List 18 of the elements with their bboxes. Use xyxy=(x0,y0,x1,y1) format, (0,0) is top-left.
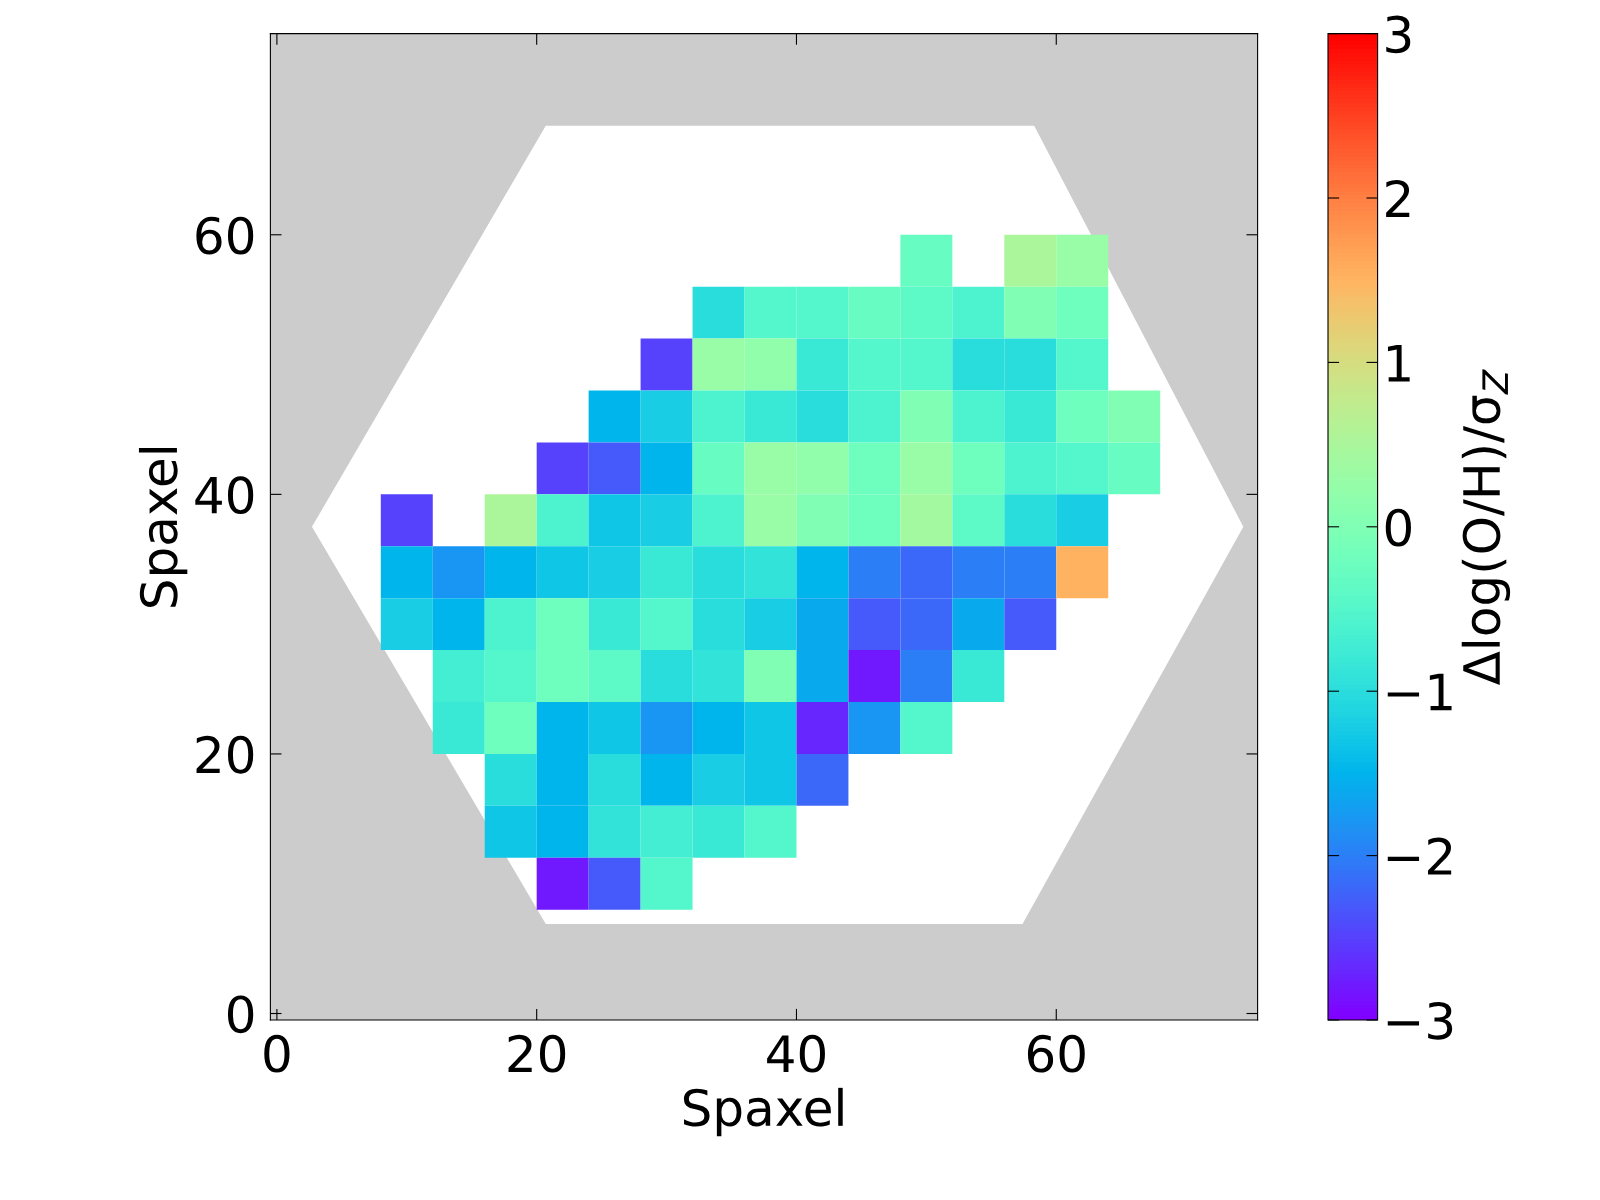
x-tick-label: 60 xyxy=(1027,1034,1085,1073)
color-bar-label: −2 xyxy=(1387,837,1452,875)
y-tick-label: 0 xyxy=(228,995,254,1034)
color-bar-label: 3 xyxy=(1386,15,1411,54)
x-axis-title: Spaxel xyxy=(683,1087,843,1137)
color-bar-label: 0 xyxy=(1385,508,1411,547)
y-tick-label: 20 xyxy=(196,735,254,774)
y-axis-title: Spaxel xyxy=(138,448,188,607)
x-tick-label: 0 xyxy=(264,1034,290,1073)
y-tick-label: 40 xyxy=(195,476,254,515)
x-tick-label: 20 xyxy=(508,1034,566,1073)
color-bar-label: −3 xyxy=(1387,1001,1453,1040)
color-bar-label: 1 xyxy=(1387,344,1410,382)
color-bar-label: −1 xyxy=(1387,673,1452,711)
y-tick-label: 60 xyxy=(196,216,254,255)
color-bar-label: 2 xyxy=(1386,179,1410,217)
x-tick-label: 40 xyxy=(767,1034,825,1073)
color-bar-title: Δlog(O/H)/σ$_{Z}$ xyxy=(1461,369,1511,685)
